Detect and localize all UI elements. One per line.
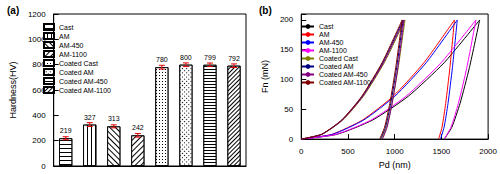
svg-text:Coated AM-450: Coated AM-450 <box>319 71 368 78</box>
svg-text:Coated Cast: Coated Cast <box>319 55 358 62</box>
svg-text:780: 780 <box>156 56 168 63</box>
svg-text:792: 792 <box>228 55 240 62</box>
svg-text:150: 150 <box>280 45 294 54</box>
svg-text:242: 242 <box>132 124 144 131</box>
svg-text:Cast: Cast <box>59 24 73 31</box>
svg-text:200: 200 <box>280 15 294 24</box>
svg-text:AM-450: AM-450 <box>59 42 84 49</box>
svg-text:799: 799 <box>204 54 216 61</box>
svg-text:Cast: Cast <box>319 23 333 30</box>
svg-text:0: 0 <box>41 162 46 171</box>
svg-text:1200: 1200 <box>28 10 46 19</box>
svg-text:Coated AM-450: Coated AM-450 <box>59 78 108 85</box>
svg-text:Fn (mN): Fn (mN) <box>260 60 270 93</box>
svg-text:1000: 1000 <box>386 147 404 156</box>
svg-text:AM-1100: AM-1100 <box>319 47 347 54</box>
svg-text:50: 50 <box>284 105 293 114</box>
svg-text:Coated AM-1100: Coated AM-1100 <box>319 79 371 86</box>
svg-text:AM-450: AM-450 <box>319 39 344 46</box>
svg-text:219: 219 <box>60 127 72 134</box>
svg-text:2000: 2000 <box>479 147 497 156</box>
svg-text:800: 800 <box>180 54 192 61</box>
svg-text:200: 200 <box>32 136 46 145</box>
svg-text:0: 0 <box>299 147 304 156</box>
svg-text:327: 327 <box>84 114 96 121</box>
svg-text:(a): (a) <box>7 5 19 16</box>
svg-text:AM: AM <box>59 33 70 40</box>
svg-text:0: 0 <box>289 135 294 144</box>
svg-text:Coated AM: Coated AM <box>59 69 94 76</box>
svg-text:313: 313 <box>108 115 120 122</box>
svg-text:Coated Cast: Coated Cast <box>59 60 98 67</box>
svg-text:Coated AM: Coated AM <box>319 63 354 70</box>
svg-text:AM-1100: AM-1100 <box>59 51 87 58</box>
svg-text:1500: 1500 <box>432 147 450 156</box>
svg-text:600: 600 <box>32 85 46 95</box>
svg-text:(b): (b) <box>259 5 272 16</box>
svg-text:400: 400 <box>32 111 46 120</box>
svg-text:1000: 1000 <box>27 34 46 44</box>
svg-text:800: 800 <box>32 60 46 70</box>
svg-text:Hardness(HV): Hardness(HV) <box>8 61 18 118</box>
svg-text:500: 500 <box>341 147 355 156</box>
svg-text:Coated AM-1100: Coated AM-1100 <box>59 87 111 94</box>
svg-text:AM: AM <box>319 31 330 38</box>
svg-text:Pd (nm): Pd (nm) <box>379 160 411 170</box>
svg-text:100: 100 <box>280 75 294 84</box>
